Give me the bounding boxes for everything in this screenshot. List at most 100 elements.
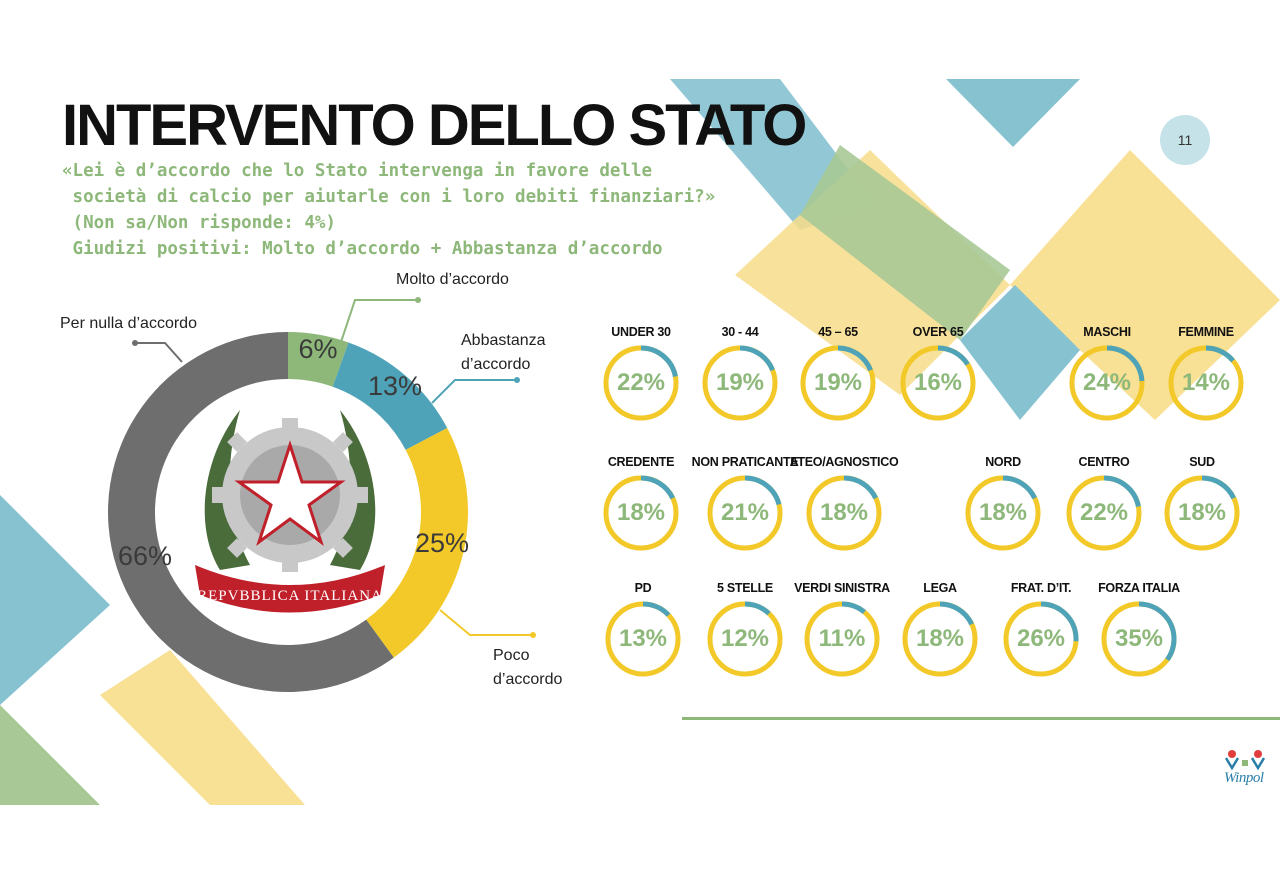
gauge-30-44: 30 - 44 19% [700, 325, 780, 425]
gauge-value: 18% [915, 625, 965, 652]
gauge-centro: CENTRO 22% [1064, 455, 1144, 555]
legend-molto: Molto d’accordo [396, 271, 509, 288]
gauge-fill [707, 601, 783, 677]
legend-poco: Poco d’accordo [493, 647, 563, 688]
gauge-label: SUD [1189, 455, 1215, 469]
gauge-value: 18% [978, 499, 1028, 526]
gauge-fill [1168, 345, 1244, 421]
gauge-nord: NORD 18% [963, 455, 1043, 555]
gauge-fill [902, 601, 978, 677]
gauge-label: 5 STELLE [717, 581, 773, 595]
gauge-label: FEMMINE [1178, 325, 1234, 339]
question-line-1: «Lei è d’accordo che lo Stato intervenga… [62, 161, 653, 181]
gauge-value: 19% [715, 369, 765, 396]
question-line-4: Giudizi positivi: Molto d’accordo + Abba… [62, 239, 663, 259]
donut-slice-4 [107, 332, 394, 692]
divider-line [682, 717, 1280, 720]
gauge-fill [1003, 601, 1079, 677]
gauge-fill [900, 345, 976, 421]
gauge-ring [1003, 601, 1079, 677]
legend-per-nulla: Per nulla d’accordo [60, 315, 197, 332]
gauge-value: 22% [1079, 499, 1129, 526]
gauge-ring [900, 345, 976, 421]
gauge-value: 11% [818, 625, 866, 652]
donut-slice-3 [366, 427, 469, 658]
gauge-value: 22% [616, 369, 666, 396]
gauge-value: 35% [1114, 625, 1164, 652]
gauge-ring [603, 475, 679, 551]
gauge-5-stelle: 5 STELLE 12% [705, 581, 785, 681]
italian-emblem-logo: REPVBBLICA ITALIANA [195, 410, 385, 613]
gauge-value: 18% [616, 499, 666, 526]
gauge-label: 45 – 65 [818, 325, 858, 339]
gauge-fill [1069, 345, 1145, 421]
gauge-ring [707, 475, 783, 551]
gauge-value: 26% [1016, 625, 1066, 652]
gauge-label: LEGA [923, 581, 957, 595]
donut-chart: 6% 13% 25% 66% [107, 332, 469, 692]
gauge-ring [1168, 345, 1244, 421]
gauge-value: 19% [813, 369, 863, 396]
gauge-label: CREDENTE [607, 455, 675, 469]
gauge-label: FORZA ITALIA [1098, 581, 1180, 595]
gauge-label: MASCHI [1083, 325, 1131, 339]
gauge-ring [965, 475, 1041, 551]
gauge-value: 18% [1177, 499, 1227, 526]
gauge-fill [603, 345, 679, 421]
gauge-fill [806, 475, 882, 551]
gauge-under-30: UNDER 30 22% [601, 325, 681, 425]
gauge-label: NON PRATICANTE [691, 455, 799, 469]
gauge-fill [1066, 475, 1142, 551]
gauge-label: PD [634, 581, 652, 595]
gauge-ring [806, 475, 882, 551]
gauge-ring [707, 601, 783, 677]
gauge-label: UNDER 30 [611, 325, 671, 339]
donut-slice-1 [288, 332, 349, 387]
gauge-value: 16% [913, 369, 963, 396]
gauge-sud: SUD 18% [1162, 455, 1242, 555]
gauge-lega: LEGA 18% [900, 581, 980, 681]
gauge-forza-italia: FORZA ITALIA 35% [1098, 581, 1180, 681]
gauge-value: 18% [819, 499, 869, 526]
gauge-non-praticante: NON PRATICANTE 21% [692, 455, 799, 555]
gauge-fill [800, 345, 876, 421]
gauge-maschi: MASCHI 24% [1067, 325, 1147, 425]
page-title: INTERVENTO DELLO STATO [62, 93, 807, 158]
donut-value-label: 66% [118, 541, 172, 571]
logo-wordmark: Winpol [1224, 770, 1264, 786]
gauge-ring [1066, 475, 1142, 551]
gauge-value: 13% [618, 625, 668, 652]
question-line-3: (Non sa/Non risponde: 4%) [62, 213, 336, 233]
gauge-femmine: FEMMINE 14% [1166, 325, 1246, 425]
gauge-ring [1101, 601, 1177, 677]
gauge-fill [1101, 601, 1177, 677]
gauge-fill [702, 345, 778, 421]
gauge-pd: PD 13% [603, 581, 683, 681]
gauge-label: VERDI SINISTRA [794, 581, 890, 595]
gauge-value: 21% [720, 499, 770, 526]
gauge-fill [603, 475, 679, 551]
page-number-badge: 11 [1160, 115, 1210, 165]
gauge-45-65: 45 – 65 19% [798, 325, 878, 425]
gauge-over-65: OVER 65 16% [898, 325, 978, 425]
gauge-label: NORD [985, 455, 1021, 469]
gauge-ring [1164, 475, 1240, 551]
gauge-fill [965, 475, 1041, 551]
gauge-ateo-agnostico: ATEO/AGNOSTICO 18% [790, 455, 899, 555]
legend-abbastanza: Abbastanza d’accordo [461, 332, 546, 373]
donut-value-label: 13% [368, 371, 422, 401]
donut-slice-2 [332, 342, 448, 450]
gauge-ring [603, 345, 679, 421]
gauge-fill [1164, 475, 1240, 551]
gauge-frat-d-it: FRAT. D’IT. 26% [1001, 581, 1081, 681]
gauge-fill [804, 601, 880, 677]
gauge-verdi-sinistra: VERDI SINISTRA 11% [794, 581, 890, 681]
gauge-ring [1069, 345, 1145, 421]
gauge-fill [605, 601, 681, 677]
gauge-label: CENTRO [1078, 455, 1130, 469]
gauge-value: 12% [720, 625, 770, 652]
donut-value-label: 25% [415, 528, 469, 558]
gauge-fill [707, 475, 783, 551]
gauge-label: 30 - 44 [721, 325, 759, 339]
